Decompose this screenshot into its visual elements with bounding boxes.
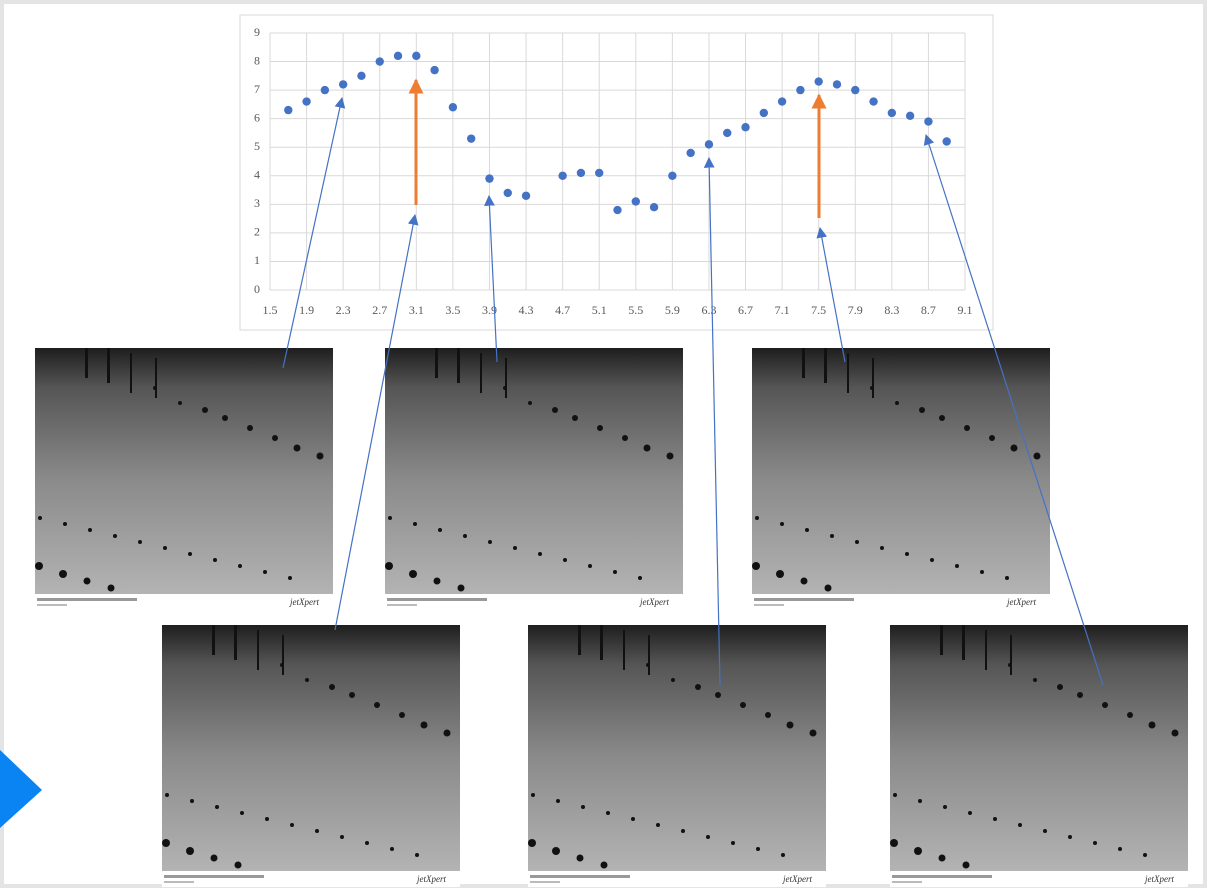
point xyxy=(686,149,694,157)
point xyxy=(430,66,438,74)
point xyxy=(705,140,713,148)
y-tick-label: 1 xyxy=(254,253,260,267)
x-tick-label: 5.9 xyxy=(665,303,680,317)
x-tick-label: 5.1 xyxy=(592,303,607,317)
point xyxy=(668,172,676,180)
point xyxy=(888,109,896,117)
point xyxy=(814,77,822,85)
point xyxy=(376,57,384,65)
logo: jetXpert xyxy=(416,874,446,884)
y-tick-label: 9 xyxy=(254,25,260,39)
point xyxy=(302,97,310,105)
point xyxy=(321,86,329,94)
point xyxy=(485,174,493,182)
point xyxy=(924,117,932,125)
x-tick-label: 8.7 xyxy=(921,303,936,317)
point xyxy=(412,52,420,60)
y-tick-label: 5 xyxy=(254,139,260,153)
logo: jetXpert xyxy=(289,597,319,607)
point xyxy=(760,109,768,117)
point xyxy=(906,112,914,120)
x-tick-label: 7.5 xyxy=(811,303,826,317)
nav-triangle xyxy=(0,750,42,828)
panels: jetXpert jetXpert jetXpert jetXpert jetX… xyxy=(35,348,1188,887)
point xyxy=(833,80,841,88)
logo: jetXpert xyxy=(1006,597,1036,607)
x-tick-label: 7.1 xyxy=(775,303,790,317)
chart-area xyxy=(240,15,993,330)
point xyxy=(869,97,877,105)
y-tick-label: 6 xyxy=(254,110,260,124)
point xyxy=(595,169,603,177)
point xyxy=(522,192,530,200)
x-tick-label: 4.3 xyxy=(519,303,534,317)
y-tick-label: 2 xyxy=(254,225,260,239)
x-tick-label: 3.1 xyxy=(409,303,424,317)
point xyxy=(577,169,585,177)
x-tick-label: 6.7 xyxy=(738,303,753,317)
point xyxy=(558,172,566,180)
panel xyxy=(385,348,683,610)
x-tick-label: 4.7 xyxy=(555,303,570,317)
slide: 01234567891.51.92.32.73.13.53.94.34.75.1… xyxy=(0,0,1207,888)
x-tick-label: 6.3 xyxy=(701,303,716,317)
point xyxy=(467,134,475,142)
x-tick-label: 2.7 xyxy=(372,303,387,317)
panel xyxy=(528,625,826,887)
point xyxy=(650,203,658,211)
panel xyxy=(162,625,460,887)
x-tick-label: 1.5 xyxy=(263,303,278,317)
y-tick-label: 4 xyxy=(254,168,260,182)
logo: jetXpert xyxy=(782,874,812,884)
x-tick-label: 3.5 xyxy=(445,303,460,317)
point xyxy=(613,206,621,214)
logo: jetXpert xyxy=(639,597,669,607)
point xyxy=(851,86,859,94)
point xyxy=(504,189,512,197)
y-tick-label: 0 xyxy=(254,282,260,296)
x-tick-label: 5.5 xyxy=(628,303,643,317)
x-tick-label: 9.1 xyxy=(958,303,973,317)
y-tick-label: 3 xyxy=(254,196,260,210)
y-tick-label: 7 xyxy=(254,82,260,96)
point xyxy=(284,106,292,114)
x-tick-label: 2.3 xyxy=(336,303,351,317)
x-tick-label: 1.9 xyxy=(299,303,314,317)
panel xyxy=(890,625,1188,887)
page: 01234567891.51.92.32.73.13.53.94.34.75.1… xyxy=(0,0,1207,888)
panel xyxy=(35,348,333,610)
logo: jetXpert xyxy=(1144,874,1174,884)
point xyxy=(449,103,457,111)
x-tick-label: 8.3 xyxy=(884,303,899,317)
point xyxy=(632,197,640,205)
panel xyxy=(752,348,1050,610)
point xyxy=(778,97,786,105)
point xyxy=(723,129,731,137)
point xyxy=(943,137,951,145)
point xyxy=(394,52,402,60)
point xyxy=(357,72,365,80)
point xyxy=(339,80,347,88)
y-tick-label: 8 xyxy=(254,53,260,67)
point xyxy=(741,123,749,131)
x-tick-label: 7.9 xyxy=(848,303,863,317)
point xyxy=(796,86,804,94)
